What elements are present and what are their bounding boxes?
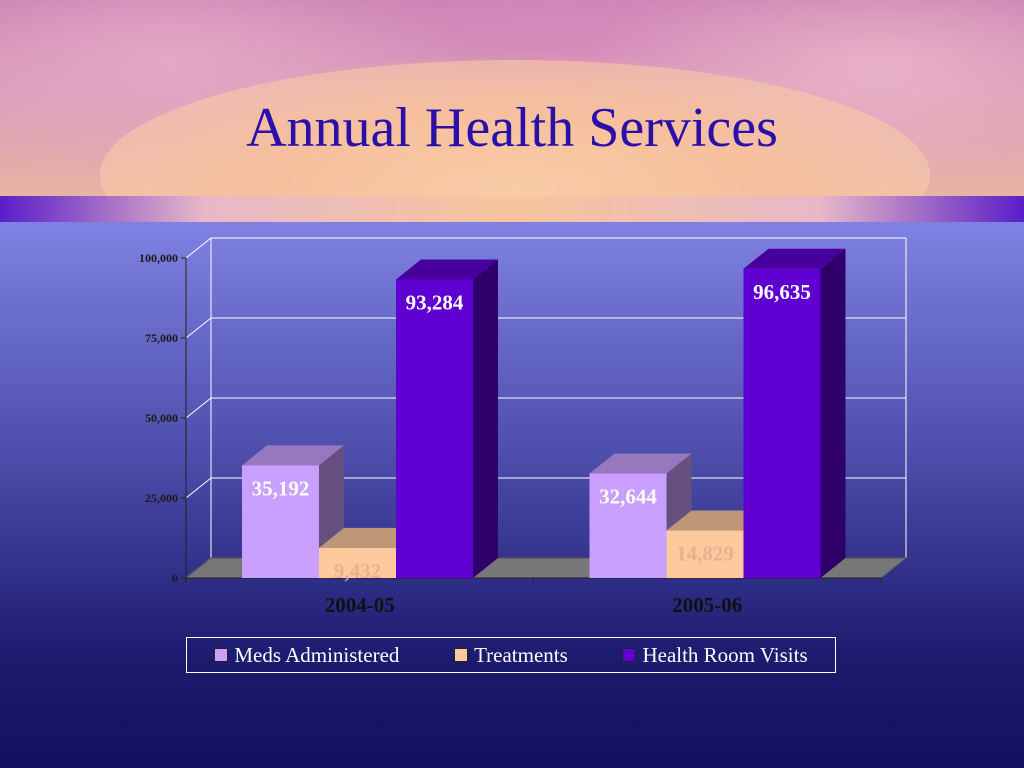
legend-swatch-meds xyxy=(214,648,229,662)
header-band xyxy=(0,196,1024,222)
bar xyxy=(589,473,667,578)
bar-top xyxy=(319,527,421,548)
x-tick-label: 2005-06 xyxy=(672,593,742,617)
data-label: 9,432 xyxy=(334,559,381,583)
bar-top xyxy=(396,259,498,280)
legend-swatch-visits xyxy=(622,648,637,662)
y-tick-label: 75,000 xyxy=(145,331,178,345)
data-label: 14,829 xyxy=(676,542,734,566)
legend-item-meds: Meds Administered xyxy=(214,643,399,668)
gridline-side xyxy=(185,397,212,419)
gridline-side xyxy=(185,317,212,339)
legend-label-meds: Meds Administered xyxy=(234,642,400,667)
chart-legend: Meds Administered Treatments Health Room… xyxy=(186,637,836,673)
bar xyxy=(666,530,744,578)
bar xyxy=(743,268,821,578)
data-label: 35,192 xyxy=(252,476,310,500)
slide-title: Annual Health Services xyxy=(246,97,778,159)
bar xyxy=(319,547,396,578)
y-tick-label: 25,000 xyxy=(145,491,178,505)
header-banner xyxy=(0,0,1024,196)
legend-item-treatments: Treatments xyxy=(454,643,568,668)
legend-item-visits: Health Room Visits xyxy=(622,642,808,668)
data-label: 93,284 xyxy=(406,290,464,314)
y-tick-label: 100,000 xyxy=(139,251,178,265)
bar-top xyxy=(743,248,846,269)
y-tick-label: 0 xyxy=(172,571,178,585)
bar-side xyxy=(473,259,498,578)
bar-side xyxy=(820,248,846,578)
bar xyxy=(242,465,319,578)
gridline-side xyxy=(185,237,212,259)
y-tick-label: 50,000 xyxy=(145,411,178,425)
bar-top xyxy=(666,510,769,531)
gridline-side xyxy=(185,477,212,499)
legend-swatch-treatments xyxy=(454,648,469,662)
x-tick-label: 2004-05 xyxy=(325,593,395,617)
bar xyxy=(396,279,473,578)
legend-label-visits: Health Room Visits xyxy=(642,642,808,667)
bar-top xyxy=(242,445,344,466)
bar-chart: 0 25,000 50,000 75,000 100,000 2004-05 2005-06… xyxy=(139,237,908,617)
legend-label-treatments: Treatments xyxy=(474,642,568,667)
data-label: 96,635 xyxy=(753,280,811,304)
bar-top xyxy=(589,453,692,474)
data-label: 32,644 xyxy=(599,485,657,509)
